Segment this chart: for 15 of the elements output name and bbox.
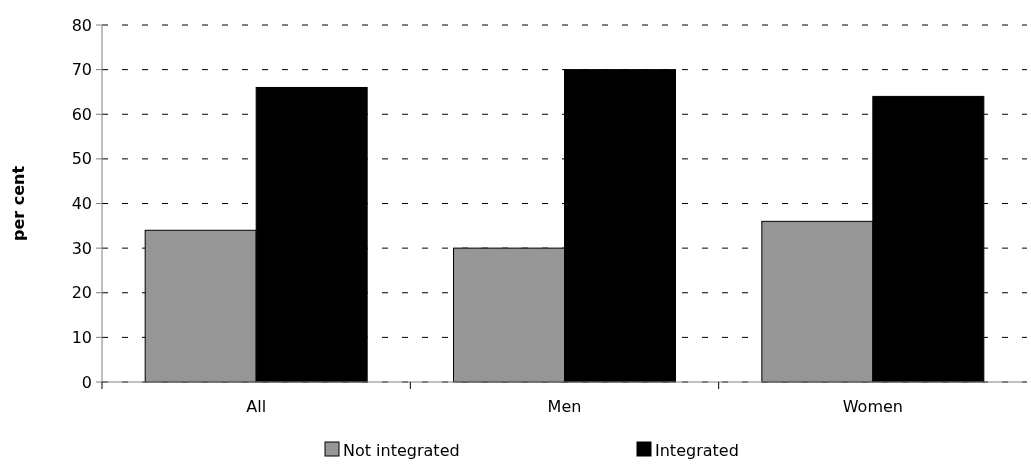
y-tick-label: 20 bbox=[71, 283, 92, 303]
y-tick-label: 50 bbox=[71, 149, 92, 169]
y-tick-label: 80 bbox=[71, 15, 92, 35]
legend-label: Integrated bbox=[655, 441, 739, 460]
x-tick-label: All bbox=[246, 397, 267, 416]
y-tick-label: 10 bbox=[71, 327, 92, 347]
x-tick-label: Men bbox=[547, 397, 582, 416]
y-tick-label: 70 bbox=[71, 60, 92, 80]
x-tick-label: Women bbox=[842, 397, 903, 416]
y-tick-label: 40 bbox=[71, 194, 92, 214]
y-tick-label: 60 bbox=[71, 104, 92, 124]
y-tick-label: 0 bbox=[81, 372, 92, 392]
y-tick-label: 30 bbox=[71, 238, 92, 258]
legend-label: Not integrated bbox=[343, 441, 460, 460]
y-axis-title: per cent bbox=[9, 165, 28, 242]
